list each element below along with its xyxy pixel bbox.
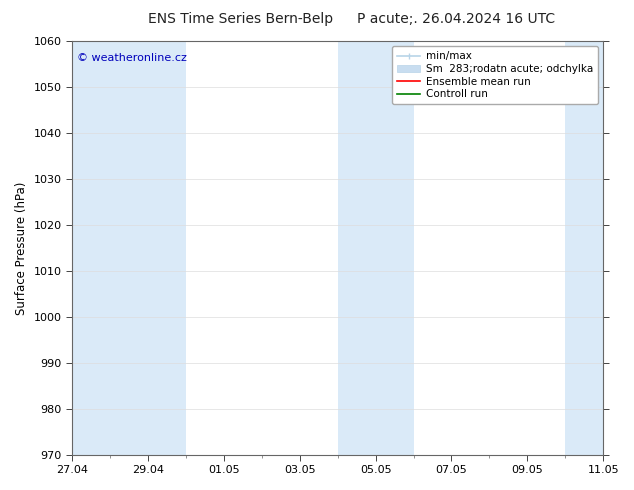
- Legend: min/max, Sm  283;rodatn acute; odchylka, Ensemble mean run, Controll run: min/max, Sm 283;rodatn acute; odchylka, …: [392, 46, 598, 104]
- Bar: [148, 41, 186, 455]
- Y-axis label: Surface Pressure (hPa): Surface Pressure (hPa): [15, 181, 28, 315]
- Bar: [338, 41, 413, 455]
- Bar: [72, 41, 148, 455]
- Bar: [566, 41, 634, 455]
- Text: P acute;. 26.04.2024 16 UTC: P acute;. 26.04.2024 16 UTC: [358, 12, 555, 26]
- Text: © weatheronline.cz: © weatheronline.cz: [77, 53, 187, 64]
- Text: ENS Time Series Bern-Belp: ENS Time Series Bern-Belp: [148, 12, 333, 26]
